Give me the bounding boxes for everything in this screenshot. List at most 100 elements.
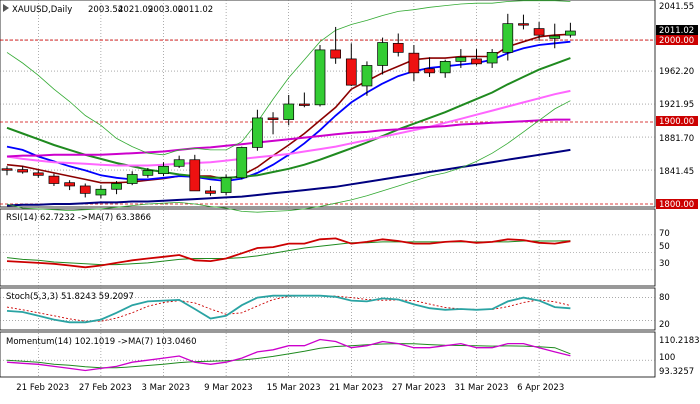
series-line-sma-magenta [6, 118, 571, 158]
bearish-candle [408, 52, 420, 74]
bullish-candle [142, 170, 154, 176]
current-price-text: 2011.02 [659, 26, 694, 36]
rsi-level-70: 70 [659, 229, 670, 239]
x-tick-label: 21 Feb 2023 [16, 383, 69, 393]
rsi-panel-frame [0, 208, 656, 287]
rsi-panel [0, 208, 656, 287]
header: XAUUSD,Daily 2003.54 2021.09 2003.00 201… [3, 4, 213, 15]
price-tick: 1881.70 [659, 134, 694, 144]
bearish-candle [345, 58, 357, 86]
open-value: 2003.54 [88, 5, 123, 15]
x-tick-label: 27 Mar 2023 [392, 383, 446, 393]
bullish-candle [377, 42, 388, 66]
x-tick-label: 3 Mar 2023 [142, 383, 190, 393]
stoch-level-80: 80 [659, 293, 670, 303]
level-1900-marker: 1900.00 [656, 116, 698, 127]
oscillator-layer [0, 234, 655, 372]
axis-layer: 21 Feb 2023 27 Feb 2023 3 Mar 2023 9 Mar 20… [16, 383, 564, 393]
series-line-sma-mid [6, 57, 571, 179]
bullish-candle [158, 165, 169, 175]
high-value: 2021.09 [118, 5, 153, 15]
momentum-level-high: 110.2183 [659, 336, 700, 346]
stoch-level-20: 20 [659, 320, 670, 330]
series-line-sma-navy [6, 148, 571, 207]
bullish-candle [95, 188, 107, 196]
momentum-panel [0, 331, 656, 378]
main-price-panel [0, 0, 656, 208]
current-price-marker: 2011.02 [656, 25, 698, 36]
rsi-level-30: 30 [659, 259, 670, 269]
bearish-candle [17, 169, 28, 173]
level-1800-text: 1800.00 [659, 200, 694, 210]
stoch-panel-frame [0, 287, 656, 331]
rsi-level-50: 50 [659, 242, 670, 252]
bearish-candle [330, 49, 341, 59]
bullish-candle [126, 174, 138, 184]
bearish-candle [205, 190, 216, 194]
momentum-panel-frame [0, 331, 656, 378]
bullish-candle [455, 56, 467, 62]
series-line-bollinger-lower [6, 100, 571, 213]
x-tick-label: 21 Mar 2023 [329, 383, 383, 393]
symbol-label: XAUUSD,Daily [12, 5, 72, 15]
x-tick-label: 9 Mar 2023 [204, 383, 252, 393]
bearish-candle [32, 172, 44, 176]
stoch-k-line [6, 294, 571, 324]
bullish-candle [283, 103, 295, 120]
close-value: 2011.02 [178, 5, 213, 15]
level-2000-box [656, 35, 698, 45]
stoch-panel [0, 287, 656, 331]
price-tick: 1921.95 [659, 100, 694, 110]
level-1900-box [656, 116, 698, 126]
price-tick: 1841.45 [659, 167, 694, 177]
bullish-candle [252, 117, 263, 148]
x-tick-label: 31 Mar 2023 [455, 383, 509, 393]
price-scale: 2041.55 1962.20 1921.95 1881.70 1841.45 [659, 2, 694, 177]
bearish-candle [392, 42, 404, 53]
bearish-candle [48, 175, 60, 184]
momentum-level-low: 93.3257 [659, 367, 694, 377]
bearish-candle [64, 182, 75, 187]
bearish-candle [424, 68, 435, 74]
level-2000-text: 2000.00 [659, 36, 694, 46]
x-tick-label: 27 Feb 2023 [79, 383, 132, 393]
bullish-candle [361, 65, 373, 87]
momentum-level-100: 100 [659, 353, 675, 363]
rsi-label: RSI(14) 62.7232 ->MA(7) 63.3866 [6, 213, 151, 223]
bullish-candle [314, 49, 326, 106]
bullish-candle [111, 183, 122, 190]
bearish-candle [533, 28, 545, 36]
bullish-candle [549, 35, 561, 39]
level-1900-text: 1900.00 [659, 117, 694, 127]
x-tick-label: 15 Mar 2023 [267, 383, 321, 393]
bearish-candle [189, 159, 201, 192]
bullish-candle [173, 159, 185, 167]
current-price-box [656, 25, 698, 35]
bullish-candle [502, 23, 514, 53]
bullish-candle [565, 30, 576, 36]
bearish-candle [471, 58, 482, 65]
bearish-candle [267, 117, 279, 120]
main-panel-frame [0, 0, 656, 208]
bullish-candle [486, 52, 498, 64]
level-2000-marker: 2000.00 [656, 35, 698, 46]
bearish-candle [79, 185, 91, 194]
bullish-candle [236, 147, 248, 179]
rsi-line [6, 237, 571, 269]
price-tick: 2041.55 [659, 2, 694, 12]
low-value: 2003.00 [148, 5, 183, 15]
bearish-candle [518, 23, 529, 26]
stoch-label: Stoch(5,3,3) 51.8243 59.2097 [6, 292, 134, 302]
candles-layer [1, 13, 576, 199]
series-line-sma-pink [6, 89, 571, 167]
momentum-line [6, 338, 571, 372]
series-line-bollinger-upper [6, 0, 571, 156]
bullish-candle [220, 177, 232, 193]
collapse-arrow-icon[interactable] [3, 4, 9, 12]
bearish-candle [299, 103, 310, 106]
price-tick: 1962.20 [659, 67, 694, 77]
bearish-candle [1, 168, 13, 171]
x-tick-label: 6 Apr 2023 [517, 383, 564, 393]
